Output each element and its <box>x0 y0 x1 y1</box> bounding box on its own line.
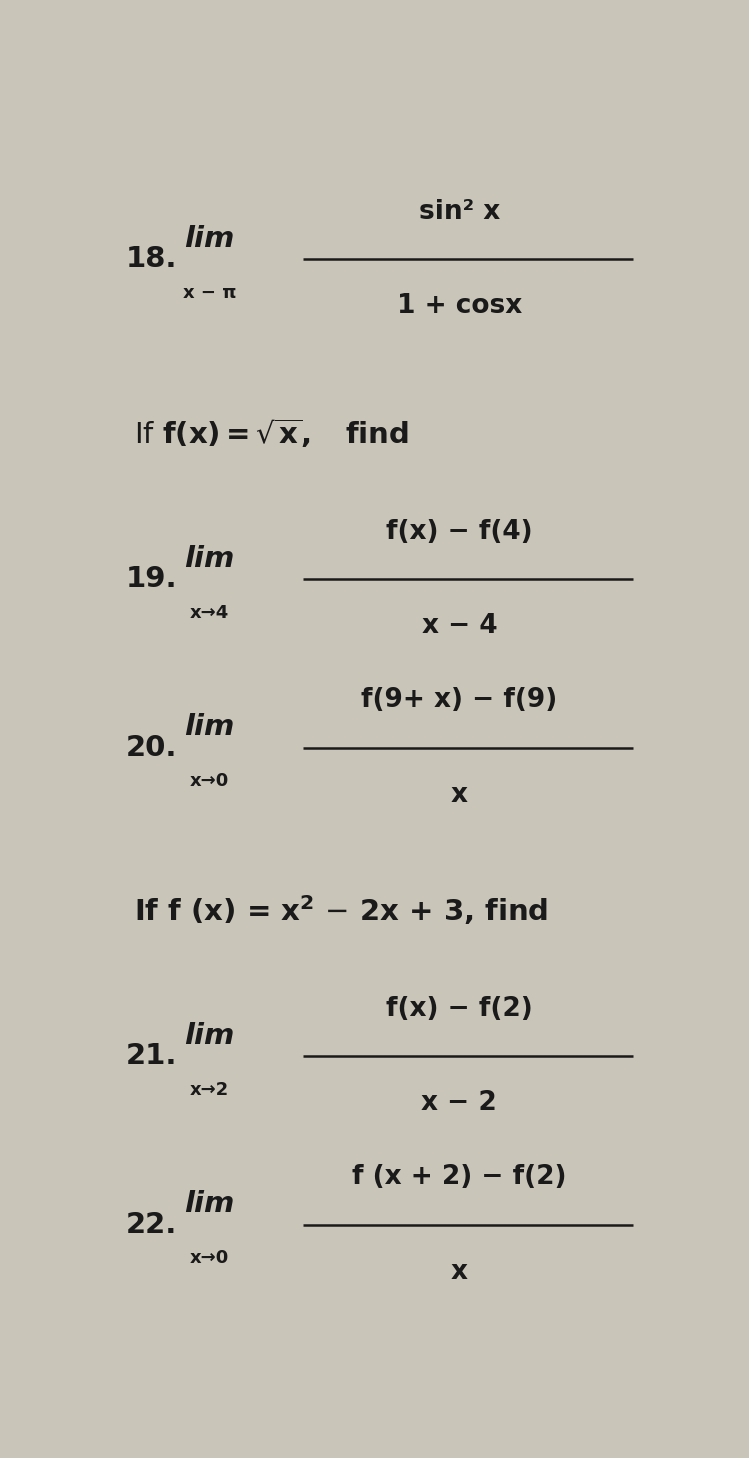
Text: lim: lim <box>184 713 235 741</box>
Text: 21.: 21. <box>126 1042 177 1070</box>
Text: sin² x: sin² x <box>419 198 500 225</box>
Text: If $\mathbf{f(x) = \sqrt{x},}$   $\mathbf{find}$: If $\mathbf{f(x) = \sqrt{x},}$ $\mathbf{… <box>134 417 409 451</box>
Text: x→0: x→0 <box>190 773 229 790</box>
Text: lim: lim <box>184 545 235 573</box>
Text: x→0: x→0 <box>190 1250 229 1267</box>
Text: lim: lim <box>184 1022 235 1050</box>
Text: lim: lim <box>184 1190 235 1219</box>
Text: If f (x) = x$\mathbf{^2}$ $-$ 2x + 3, find: If f (x) = x$\mathbf{^2}$ $-$ 2x + 3, fi… <box>134 894 548 927</box>
Text: f(x) − f(2): f(x) − f(2) <box>386 996 533 1022</box>
Text: x − 4: x − 4 <box>422 614 497 639</box>
Text: 18.: 18. <box>126 245 177 273</box>
Text: x − 2: x − 2 <box>422 1091 497 1117</box>
Text: f(x) − f(4): f(x) − f(4) <box>386 519 533 545</box>
Text: 20.: 20. <box>126 733 177 761</box>
Text: lim: lim <box>184 225 235 252</box>
Text: x: x <box>451 781 468 808</box>
Text: x→2: x→2 <box>190 1080 229 1099</box>
Text: f (x + 2) − f(2): f (x + 2) − f(2) <box>352 1165 566 1191</box>
Text: x − π: x − π <box>183 284 237 302</box>
Text: 19.: 19. <box>126 566 178 593</box>
Text: 1 + cosx: 1 + cosx <box>397 293 522 319</box>
Text: x→4: x→4 <box>190 604 229 621</box>
Text: 22.: 22. <box>126 1210 177 1239</box>
Text: x: x <box>451 1258 468 1284</box>
Text: f(9+ x) − f(9): f(9+ x) − f(9) <box>361 687 557 713</box>
